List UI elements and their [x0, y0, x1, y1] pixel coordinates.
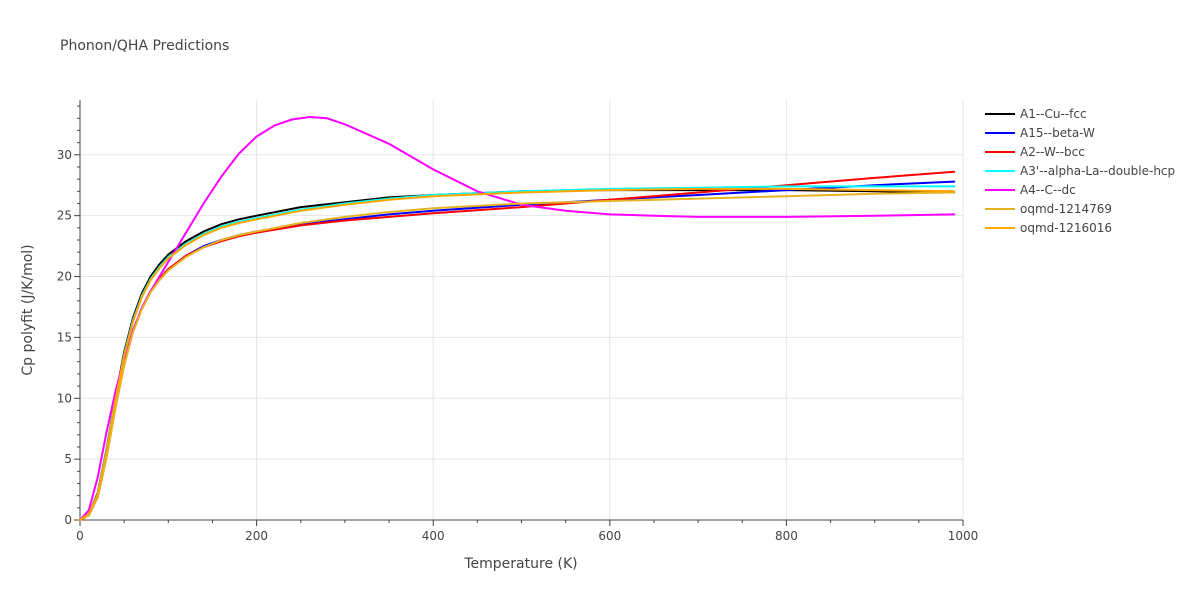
x-tick-label: 1000 — [948, 529, 979, 543]
chart-title: Phonon/QHA Predictions — [60, 38, 229, 54]
y-tick-label: 5 — [64, 452, 72, 466]
legend-item-label[interactable]: oqmd-1214769 — [1020, 202, 1112, 216]
x-tick-label: 400 — [422, 529, 445, 543]
series-line[interactable] — [79, 187, 956, 521]
legend-item-label[interactable]: A4--C--dc — [1020, 183, 1076, 197]
series-line[interactable] — [79, 191, 956, 521]
y-axis-label: Cp polyfit (J/K/mol) — [20, 244, 36, 375]
y-tick-label: 0 — [64, 513, 72, 527]
legend-item-label[interactable]: oqmd-1216016 — [1020, 221, 1112, 235]
x-tick-label: 800 — [775, 529, 798, 543]
y-tick-label: 30 — [57, 148, 72, 162]
x-tick-label: 0 — [76, 529, 84, 543]
x-axis-label: Temperature (K) — [463, 556, 577, 572]
legend: A1--Cu--fcc A15--beta-W A2--W--bcc A3'--alp… — [985, 107, 1175, 235]
y-tick-label: 25 — [57, 209, 72, 223]
x-tick-label: 200 — [245, 529, 268, 543]
y-tick-label: 20 — [57, 270, 72, 284]
series-lines — [79, 116, 956, 521]
legend-item-label[interactable]: A1--Cu--fcc — [1020, 107, 1087, 121]
axes: 0 200 400 600 800 1000 0 5 10 15 20 25 30 — [57, 100, 979, 543]
legend-item-label[interactable]: A3'--alpha-La--double-hcp — [1020, 164, 1175, 178]
legend-item-label[interactable]: A2--W--bcc — [1020, 145, 1085, 159]
y-tick-label: 10 — [57, 391, 72, 405]
x-tick-label: 600 — [598, 529, 621, 543]
legend-item-label[interactable]: A15--beta-W — [1020, 126, 1095, 140]
y-tick-label: 15 — [57, 330, 72, 344]
